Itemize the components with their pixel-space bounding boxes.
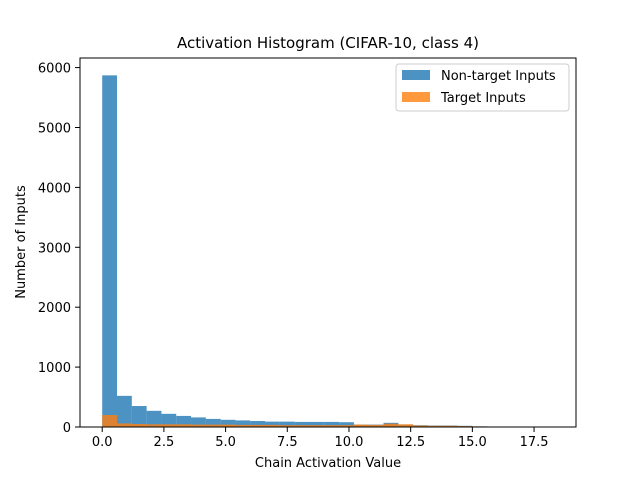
x-axis-label: Chain Activation Value	[255, 456, 401, 471]
bar-target	[353, 424, 369, 427]
y-tick-label: 3000	[38, 241, 71, 256]
bar-non-target	[220, 419, 236, 427]
bar-target	[117, 423, 132, 427]
chart-title: Activation Histogram (CIFAR-10, class 4)	[177, 34, 479, 52]
x-tick-label: 5.0	[215, 435, 236, 450]
legend-label-target: Target Inputs	[440, 91, 526, 106]
bar-non-target	[176, 415, 192, 427]
bar-non-target	[250, 421, 266, 427]
bar-target	[265, 424, 280, 427]
x-tick-label: 17.5	[520, 435, 549, 450]
y-tick-label: 2000	[38, 301, 71, 316]
bar-target	[220, 424, 236, 427]
bar-non-target	[146, 410, 162, 427]
bar-target	[324, 425, 340, 427]
legend: Non-target Inputs Target Inputs	[395, 63, 570, 112]
bar-target	[413, 425, 428, 427]
x-tick-label: 15.0	[458, 435, 487, 450]
axes-frame	[79, 57, 577, 428]
bar-non-target	[339, 422, 354, 427]
bar-non-target	[205, 418, 221, 427]
bar-target	[131, 424, 147, 427]
bar-target	[176, 424, 192, 427]
bar-target	[161, 424, 177, 427]
x-tick-label: 2.5	[154, 435, 175, 450]
bar-non-target	[279, 421, 295, 427]
bar-target	[205, 424, 221, 427]
bars-layer	[102, 75, 562, 428]
bar-target	[146, 424, 162, 427]
bar-target	[250, 424, 266, 427]
bar-non-target	[191, 417, 206, 427]
bar-non-target	[161, 413, 177, 427]
x-tick-label: 0.0	[92, 435, 113, 450]
bar-target	[279, 425, 295, 427]
bar-target	[427, 425, 443, 427]
bar-non-target	[309, 421, 325, 427]
x-tick-label: 12.5	[396, 435, 425, 450]
y-tick-label: 0	[63, 421, 71, 436]
legend-frame	[395, 63, 570, 112]
y-tick-label: 5000	[38, 121, 71, 136]
axes-layer: 0.0 2.5 5.0 7.5 10.0 12.5 15.0 17.5 0 1000 2000 300…	[38, 57, 577, 450]
bar-target	[102, 415, 118, 427]
bar-target	[383, 423, 399, 427]
bar-non-target	[294, 421, 310, 427]
y-tick-label: 6000	[38, 62, 71, 77]
y-tick-label: 1000	[38, 361, 71, 376]
bar-target	[339, 425, 354, 427]
y-tick-label: 4000	[38, 181, 71, 196]
bar-target	[309, 425, 325, 427]
bar-non-target	[265, 421, 280, 427]
legend-swatch-non-target	[402, 70, 430, 80]
x-tick-label: 7.5	[277, 435, 298, 450]
bar-non-target	[102, 75, 118, 428]
bar-target	[294, 425, 310, 427]
bar-non-target	[324, 421, 340, 427]
legend-swatch-target	[402, 92, 430, 102]
bar-target	[235, 424, 251, 427]
x-tick-label: 10.0	[334, 435, 363, 450]
bar-target	[191, 424, 206, 427]
legend-label-non-target: Non-target Inputs	[441, 69, 556, 84]
bar-non-target	[235, 420, 251, 427]
bar-non-target	[131, 406, 147, 427]
bar-non-target	[117, 395, 132, 427]
bar-target	[442, 425, 458, 427]
bar-target	[368, 424, 384, 427]
bar-target	[398, 424, 414, 427]
y-axis-label: Number of Inputs	[14, 185, 29, 299]
